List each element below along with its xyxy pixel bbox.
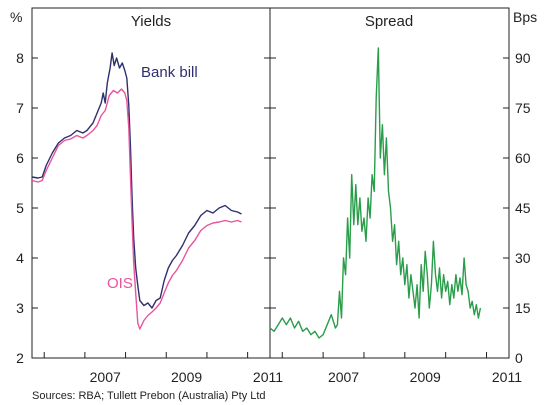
right-y-tick-label: 30 [515, 250, 531, 266]
left-y-tick-label: 7 [16, 100, 24, 116]
left-y-tick-label: 3 [16, 300, 24, 316]
right-y-tick-label: 45 [515, 200, 531, 216]
right-y-axis: 0 15 30 45 60 75 90 [503, 50, 531, 366]
x-tick-label: 2007 [90, 369, 121, 385]
left-y-tick-label: 6 [16, 150, 24, 166]
series-lines [31, 47, 482, 339]
left-axis-unit: % [10, 9, 22, 25]
ois-label: OIS [107, 275, 133, 292]
right-y-tick-label: 15 [515, 300, 531, 316]
right-y-tick-label: 60 [515, 150, 531, 166]
right-y-tick-label: 0 [515, 350, 523, 366]
x-tick-label: 2009 [410, 369, 441, 385]
source-note: Sources: RBA; Tullett Prebon (Australia)… [32, 390, 266, 402]
x-tick-label: 2007 [328, 369, 359, 385]
spread-series-line-0 [269, 47, 482, 339]
spread-panel-title: Spread [365, 13, 413, 30]
bank-bill-label: Bank bill [141, 64, 198, 81]
x-tick-label: 2011 [253, 369, 283, 385]
left-y-tick-label: 4 [16, 250, 24, 266]
x-axis: 2007 2009 2011 2007 2009 2011 [43, 352, 522, 385]
yields-panel-title: Yields [131, 13, 171, 30]
left-y-tick-label: 8 [16, 50, 24, 66]
left-y-tick-label: 5 [16, 200, 24, 216]
left-y-axis: 2 3 4 5 6 7 8 [16, 50, 276, 366]
yields-series-line-bank-bill [31, 52, 242, 309]
x-tick-label: 2011 [492, 369, 522, 385]
right-y-tick-label: 90 [515, 50, 531, 66]
right-axis-unit: Bps [513, 9, 537, 25]
left-y-tick-label: 2 [16, 350, 24, 366]
right-y-tick-label: 75 [515, 100, 531, 116]
x-tick-label: 2009 [171, 369, 202, 385]
yields-series-line-ois [31, 88, 242, 330]
